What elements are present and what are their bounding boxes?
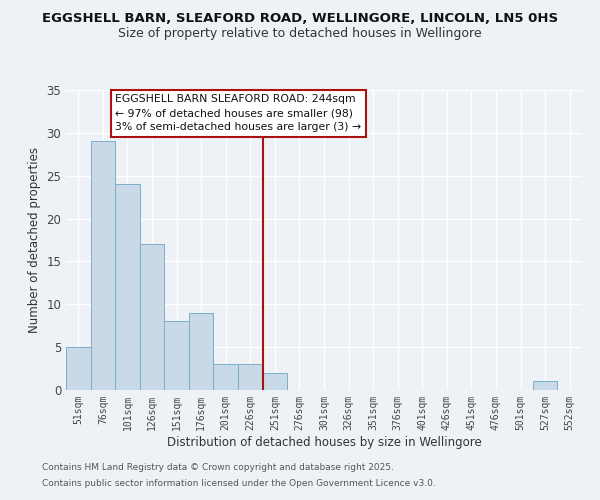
Bar (189, 313, 214, 390)
Bar (66, 347, 91, 390)
Text: EGGSHELL BARN SLEAFORD ROAD: 244sqm
← 97% of detached houses are smaller (98)
3%: EGGSHELL BARN SLEAFORD ROAD: 244sqm ← 97… (115, 94, 361, 132)
Bar (140, 244, 164, 390)
Bar (214, 364, 238, 390)
Text: Contains HM Land Registry data © Crown copyright and database right 2025.: Contains HM Land Registry data © Crown c… (42, 464, 394, 472)
Text: Contains public sector information licensed under the Open Government Licence v3: Contains public sector information licen… (42, 478, 436, 488)
Bar (238, 364, 263, 390)
Bar (533, 382, 557, 390)
Bar (164, 322, 189, 390)
Bar (91, 142, 115, 390)
Text: Size of property relative to detached houses in Wellingore: Size of property relative to detached ho… (118, 28, 482, 40)
Y-axis label: Number of detached properties: Number of detached properties (28, 147, 41, 333)
Bar (263, 373, 287, 390)
Bar (115, 184, 140, 390)
X-axis label: Distribution of detached houses by size in Wellingore: Distribution of detached houses by size … (167, 436, 481, 448)
Text: EGGSHELL BARN, SLEAFORD ROAD, WELLINGORE, LINCOLN, LN5 0HS: EGGSHELL BARN, SLEAFORD ROAD, WELLINGORE… (42, 12, 558, 26)
